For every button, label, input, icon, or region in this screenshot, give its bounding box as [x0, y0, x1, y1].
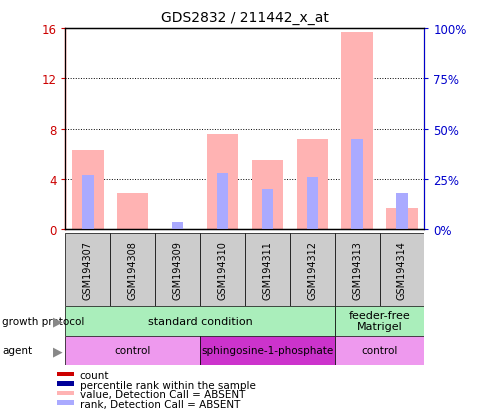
- Text: control: control: [361, 346, 397, 356]
- Text: ▶: ▶: [53, 314, 63, 328]
- Text: standard condition: standard condition: [148, 316, 252, 326]
- Bar: [57, 372, 74, 376]
- Bar: [65, 336, 199, 366]
- Bar: [289, 234, 334, 306]
- Text: GSM194312: GSM194312: [306, 240, 317, 299]
- Bar: [244, 234, 289, 306]
- Text: GSM194311: GSM194311: [262, 240, 272, 299]
- Bar: [57, 391, 74, 395]
- Text: feeder-free
Matrigel: feeder-free Matrigel: [348, 310, 409, 332]
- Bar: [172, 223, 183, 230]
- Bar: [261, 190, 272, 230]
- Bar: [57, 382, 74, 386]
- Bar: [351, 139, 362, 230]
- Text: count: count: [79, 370, 109, 380]
- Bar: [334, 336, 424, 366]
- Bar: [72, 151, 104, 230]
- Bar: [206, 134, 238, 230]
- Text: value, Detection Call = ABSENT: value, Detection Call = ABSENT: [79, 389, 244, 399]
- Bar: [117, 193, 148, 230]
- Bar: [251, 161, 283, 230]
- Bar: [110, 234, 155, 306]
- Bar: [341, 33, 372, 230]
- Text: GSM194314: GSM194314: [396, 240, 406, 299]
- Bar: [216, 173, 227, 230]
- Bar: [395, 194, 407, 230]
- Bar: [296, 139, 327, 230]
- Bar: [155, 234, 200, 306]
- Bar: [200, 336, 334, 366]
- Text: GSM194308: GSM194308: [127, 240, 137, 299]
- Text: percentile rank within the sample: percentile rank within the sample: [79, 380, 255, 390]
- Text: control: control: [114, 346, 151, 356]
- Bar: [57, 401, 74, 405]
- Bar: [306, 178, 317, 230]
- Bar: [200, 234, 244, 306]
- Bar: [385, 208, 417, 230]
- Bar: [65, 234, 110, 306]
- Bar: [334, 234, 378, 306]
- Bar: [378, 234, 424, 306]
- Title: GDS2832 / 211442_x_at: GDS2832 / 211442_x_at: [161, 11, 328, 25]
- Text: GSM194307: GSM194307: [83, 240, 93, 299]
- Bar: [65, 306, 334, 336]
- Bar: [334, 306, 424, 336]
- Text: ▶: ▶: [53, 344, 63, 357]
- Text: GSM194310: GSM194310: [217, 240, 227, 299]
- Text: GSM194309: GSM194309: [172, 240, 182, 299]
- Text: rank, Detection Call = ABSENT: rank, Detection Call = ABSENT: [79, 399, 240, 409]
- Text: agent: agent: [2, 346, 32, 356]
- Text: growth protocol: growth protocol: [2, 316, 85, 326]
- Bar: [82, 176, 93, 230]
- Text: sphingosine-1-phosphate: sphingosine-1-phosphate: [201, 346, 333, 356]
- Text: GSM194313: GSM194313: [351, 240, 362, 299]
